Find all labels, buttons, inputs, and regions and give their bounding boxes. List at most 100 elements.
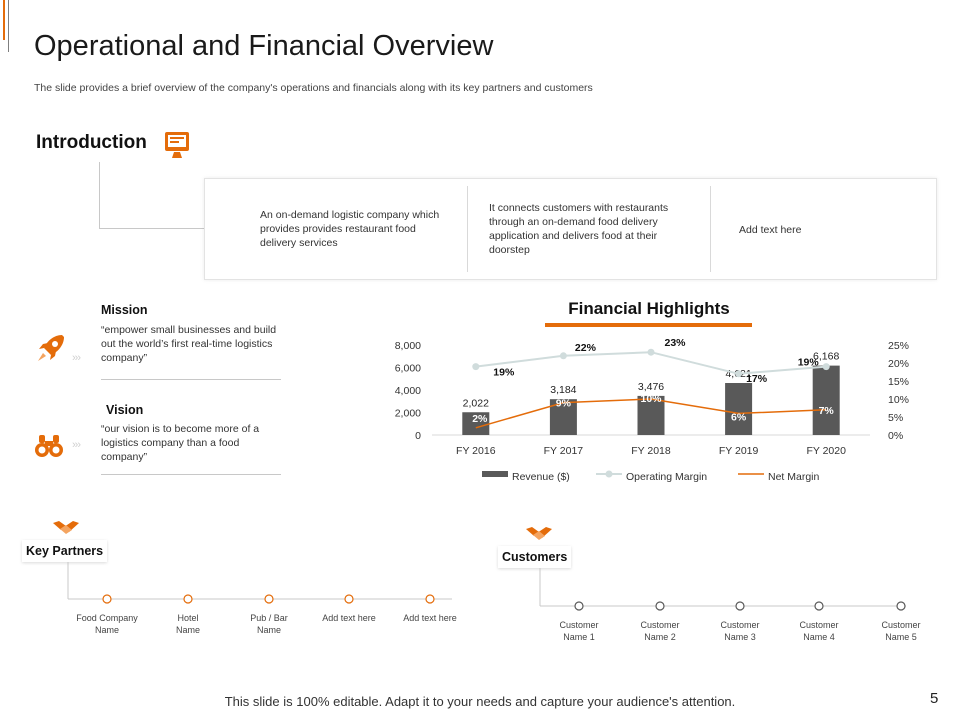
y-right-tick-label: 15%	[888, 376, 909, 388]
introduction-divider	[710, 186, 711, 272]
net-margin-label: 2%	[472, 413, 488, 425]
introduction-item-2: It connects customers with restaurants t…	[489, 202, 669, 256]
operating-margin-label: 19%	[493, 367, 515, 379]
partner-label: Add text here	[403, 613, 457, 623]
introduction-item-1: An on-demand logistic company which prov…	[260, 209, 440, 249]
introduction-box	[204, 178, 937, 280]
legend-operating-marker	[605, 470, 613, 478]
binoculars-icon	[34, 433, 64, 459]
mission-title: Mission	[101, 303, 148, 317]
chevron-decoration: ›››	[72, 352, 81, 364]
key-partners-title: Key Partners	[22, 540, 108, 562]
y-left-tick-label: 2,000	[395, 408, 421, 420]
page-number: 5	[930, 690, 939, 707]
operating-margin-label: 19%	[798, 357, 820, 369]
chevron-decoration: ›››	[72, 439, 81, 451]
partner-label: Hotel Name	[175, 613, 200, 635]
revenue-label: 6,168	[813, 351, 839, 363]
customer-label: Customer Name 3	[720, 620, 760, 642]
monitor-icon	[162, 130, 192, 160]
rocket-icon	[34, 331, 68, 365]
net-margin-label: 7%	[819, 405, 835, 417]
y-right-tick-label: 0%	[888, 430, 903, 442]
introduction-connector-vertical	[99, 162, 100, 228]
customer-node	[574, 601, 584, 611]
y-left-tick-label: 6,000	[395, 363, 421, 375]
introduction-divider	[467, 186, 468, 272]
partner-node	[264, 594, 274, 604]
y-right-tick-label: 10%	[888, 394, 909, 406]
customer-node	[814, 601, 824, 611]
partner-node	[183, 594, 193, 604]
customer-label: Customer Name 1	[559, 620, 599, 642]
customer-label: Customer Name 4	[799, 620, 839, 642]
operating-margin-point	[822, 363, 830, 371]
y-right-tick-label: 25%	[888, 340, 909, 352]
mission-divider	[101, 379, 281, 380]
mission-text: “empower small businesses and build out …	[101, 324, 277, 364]
partner-label: Pub / Bar Name	[250, 613, 288, 635]
operating-margin-point	[647, 348, 655, 356]
partner-node	[425, 594, 435, 604]
vision-divider	[101, 474, 281, 475]
accent-bar	[3, 0, 5, 40]
financial-highlights-underline	[545, 323, 752, 327]
financial-chart: 0 2,000 4,000 6,000 8,000 0% 5% 10% 15% 20% 25% FY …	[395, 337, 909, 483]
legend-revenue-swatch	[482, 471, 508, 477]
customer-node	[655, 601, 665, 611]
revenue-bar	[812, 365, 840, 435]
page-title: Operational and Financial Overview	[34, 30, 494, 62]
introduction-item-3: Add text here	[739, 224, 802, 236]
customers-title: Customers	[498, 546, 572, 568]
x-tick-label: FY 2017	[544, 445, 584, 457]
net-margin-label: 10%	[640, 393, 662, 405]
legend-operating-label: Operating Margin	[626, 471, 707, 483]
y-left-tick-label: 0	[415, 430, 421, 442]
page-subtitle: The slide provides a brief overview of t…	[34, 82, 593, 94]
customers-timeline	[539, 568, 906, 611]
handshake-icon	[51, 518, 81, 538]
introduction-connector-horizontal	[99, 228, 205, 229]
vision-text: “our vision is to become more of a logis…	[101, 423, 260, 463]
revenue-label: 3,184	[550, 384, 576, 396]
operating-margin-label: 17%	[746, 373, 768, 385]
revenue-bar	[725, 383, 753, 435]
customer-node	[896, 601, 906, 611]
x-tick-label: FY 2020	[806, 445, 846, 457]
x-tick-label: FY 2016	[456, 445, 496, 457]
net-margin-label: 9%	[556, 398, 572, 410]
legend-net-label: Net Margin	[768, 471, 820, 483]
financial-highlights-title: Financial Highlights	[568, 299, 730, 318]
handshake-icon	[524, 524, 554, 544]
y-right-tick-label: 5%	[888, 412, 903, 424]
accent-bar-thin	[8, 0, 9, 52]
vision-title: Vision	[106, 403, 144, 417]
operating-margin-point	[735, 370, 743, 378]
revenue-label: 3,476	[638, 381, 664, 393]
partner-label: Food Company Name	[76, 613, 138, 635]
introduction-title: Introduction	[36, 132, 147, 153]
y-left-tick-label: 8,000	[395, 340, 421, 352]
revenue-bar	[637, 395, 665, 435]
partner-node	[102, 594, 112, 604]
revenue-label: 2,022	[463, 397, 489, 409]
footer-text: This slide is 100% editable. Adapt it to…	[224, 694, 736, 709]
partner-node	[344, 594, 354, 604]
net-margin-line	[475, 398, 827, 429]
revenue-bar	[462, 412, 490, 435]
customer-label: Customer Name 2	[640, 620, 680, 642]
partner-label: Add text here	[322, 613, 376, 623]
customer-label: Customer Name 5	[881, 620, 921, 642]
customer-node	[735, 601, 745, 611]
operating-margin-label: 23%	[664, 337, 686, 349]
x-tick-label: FY 2018	[631, 445, 671, 457]
operating-margin-point	[559, 352, 567, 360]
net-margin-label: 6%	[731, 411, 747, 423]
x-tick-label: FY 2019	[719, 445, 759, 457]
operating-margin-label: 22%	[575, 342, 597, 354]
y-left-tick-label: 4,000	[395, 385, 421, 397]
key-partners-timeline	[67, 562, 452, 604]
legend-revenue-label: Revenue ($)	[512, 471, 570, 483]
y-right-tick-label: 20%	[888, 358, 909, 370]
operating-margin-point	[472, 363, 480, 371]
